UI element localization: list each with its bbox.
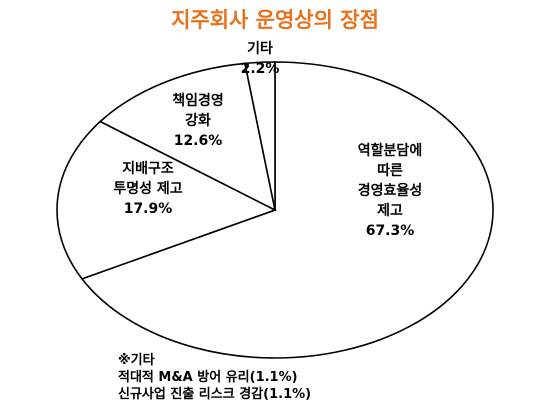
slice-value-responsibility: 12.6% [174,133,223,149]
footnote: ※기타 적대적 M&A 방어 유리(1.1%) 신규사업 진출 리스크 경감(1… [118,352,311,403]
slice-label-line: 투명성 제고 [113,180,182,197]
slice-value-governance: 17.9% [124,201,173,217]
footnote-title: ※기타 [118,353,155,368]
slice-label-line: 따른 [377,163,403,179]
footnote-line-2: 신규사업 진출 리스크 경감(1.1%) [118,387,312,402]
slice-label-line: 제고 [377,203,403,219]
slice-label-line: 경영효율성 [358,182,422,199]
footnote-line-1: 적대적 M&A 방어 유리(1.1%) [118,370,298,385]
chart-title: 지주회사 운영상의 장점 [171,8,379,32]
pie-slice-other [243,61,276,211]
pie-slice-governance [56,120,278,280]
slice-label-line: 기타 [247,41,273,57]
pie-slice-responsibility [98,62,277,212]
slice-label-line: 책임경영 [172,92,224,109]
slice-label-line: 지배구조 [122,161,174,177]
slice-label-line: 역할분담에 [358,142,422,159]
pie-slice-efficiency [80,61,494,359]
slice-value-efficiency: 67.3% [366,223,415,239]
slice-value-other: 2.2% [241,61,280,77]
slice-label-line: 강화 [185,112,211,129]
slice-label-other: 기타 2.2% [241,41,280,77]
